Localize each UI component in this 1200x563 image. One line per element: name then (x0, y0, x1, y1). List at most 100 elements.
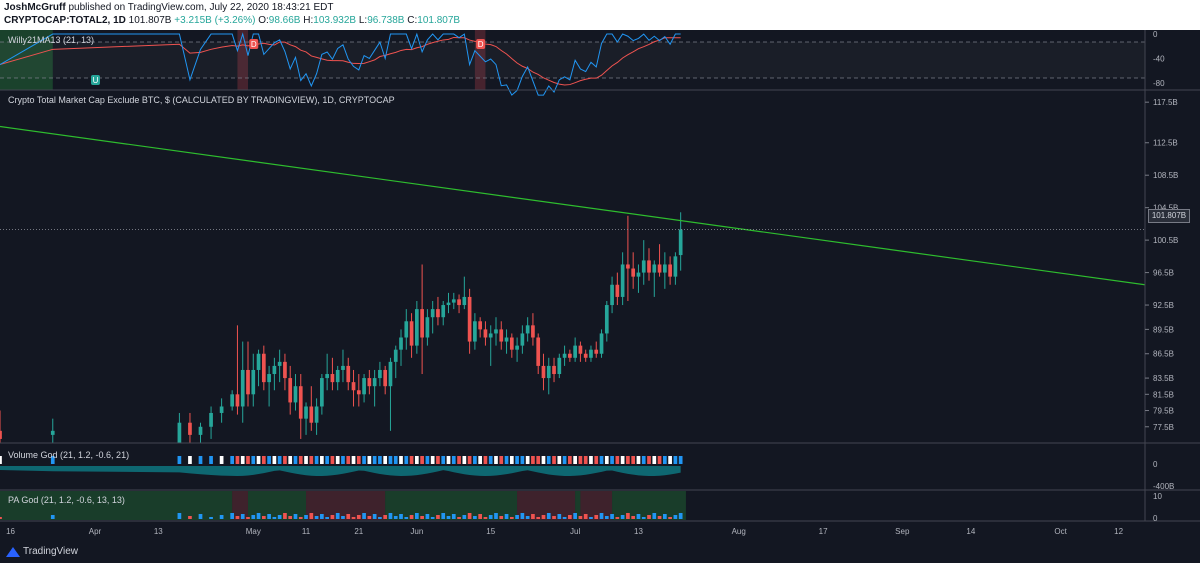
volume-bar (283, 456, 287, 464)
pa-bar (0, 517, 2, 519)
pa-bar (335, 513, 340, 519)
pa-bar (341, 516, 345, 519)
volume-bar (272, 456, 277, 464)
volume-bar (414, 456, 419, 464)
pa-bar (668, 517, 672, 519)
candle-body (409, 321, 414, 346)
price-tick-label: 77.5B (1153, 423, 1174, 432)
candle (235, 325, 240, 415)
pa-bar (351, 517, 356, 519)
candle (409, 313, 414, 358)
pa-bar (531, 514, 535, 519)
candle-body (425, 317, 430, 338)
pa-bar (483, 517, 488, 519)
volume-bar (277, 456, 282, 464)
price-tick-label: 112.5B (1153, 139, 1178, 148)
pa-zone (517, 491, 576, 520)
volume-bar (246, 456, 250, 464)
time-axis[interactable]: 16 Apr 13 May 11 21 Jun 15 Jul 13 Aug 17 Sep 14 Oct 12 (6, 527, 1124, 536)
pa-bar (256, 513, 261, 519)
candle-body (647, 260, 651, 273)
volume-bar (657, 456, 662, 464)
candle-body (351, 382, 356, 391)
candle (378, 361, 382, 387)
candle-body (589, 349, 593, 358)
candle (261, 345, 266, 391)
volume-god-pane (0, 456, 683, 476)
candle-body (293, 386, 298, 403)
pa-bar (626, 513, 630, 519)
open-value: 98.66B (268, 15, 301, 26)
low-label: L: (358, 15, 368, 26)
willy-marker-box (249, 39, 259, 49)
candle (351, 369, 356, 407)
candle (441, 300, 446, 326)
last-value: 101.807B (128, 15, 172, 26)
candle (219, 398, 224, 423)
pa-bar (457, 517, 461, 519)
pa-bar (393, 516, 398, 519)
candle-body (436, 309, 440, 318)
time-tick-label: Jun (410, 527, 423, 536)
pa-bar (219, 515, 224, 519)
candle (562, 345, 567, 366)
pa-bar (568, 515, 572, 519)
pa-bar (499, 516, 504, 519)
pa-bar (346, 514, 351, 519)
pa-bar (509, 517, 514, 519)
volume-bar (356, 456, 361, 464)
volume-bar (261, 456, 266, 464)
volume-bar (504, 456, 509, 464)
candle (568, 349, 572, 362)
volume-bar (50, 456, 55, 464)
volume-bar (583, 456, 588, 464)
candle-body (356, 390, 361, 395)
publish-info: published on TradingView.com, July 22, 2… (68, 2, 334, 13)
candle (430, 300, 435, 334)
candle (325, 353, 329, 391)
candle (473, 313, 477, 350)
author-name[interactable]: JoshMcGruff (4, 2, 66, 13)
volume-bar (325, 456, 329, 464)
pa-bar (636, 514, 641, 519)
pa-bar (557, 514, 562, 519)
candle (372, 369, 377, 407)
candle-body (246, 369, 250, 395)
candle (626, 215, 630, 301)
volume-bar (509, 456, 514, 464)
volume-bar (388, 456, 393, 464)
pa-bar (261, 516, 266, 519)
pa-bar (246, 517, 250, 519)
volume-bar (235, 456, 240, 464)
candle-body (177, 422, 182, 443)
tradingview-logo-icon[interactable] (6, 547, 20, 557)
price-axis[interactable]: 117.5B 112.5B 108.5B 104.5B 100.5B 96.5B 92.5B… (1145, 30, 1178, 523)
pa-bar (678, 513, 683, 519)
tradingview-brand[interactable]: TradingView (23, 546, 79, 557)
pa-bar (657, 516, 662, 519)
pa-bar (414, 513, 419, 519)
pa-zone (232, 491, 248, 520)
candle (647, 248, 651, 281)
volume-bar (531, 456, 535, 464)
candle (589, 345, 593, 362)
willy-tick-label: 0 (1153, 30, 1158, 39)
candle-body (325, 374, 329, 379)
pa-bar (356, 515, 361, 519)
trendline[interactable] (0, 125, 1146, 286)
willy-zone (237, 30, 248, 90)
candle-body (235, 394, 240, 407)
pa-bar (631, 516, 636, 519)
pa-bar (620, 515, 625, 519)
time-tick-label: 12 (1114, 527, 1123, 536)
volume-bar (393, 456, 398, 464)
candle-body (277, 361, 282, 366)
volume-bar (198, 456, 203, 464)
candle (531, 313, 535, 346)
pa-bar (436, 515, 440, 519)
time-tick-label: 11 (302, 527, 311, 536)
candle-body (272, 365, 277, 375)
chart-canvas[interactable]: U D D 117.5B 112.5B 108.5B 104.5B 100.5B 96.5B 9… (0, 30, 1200, 543)
volume-bar (441, 456, 446, 464)
candle (578, 341, 583, 362)
